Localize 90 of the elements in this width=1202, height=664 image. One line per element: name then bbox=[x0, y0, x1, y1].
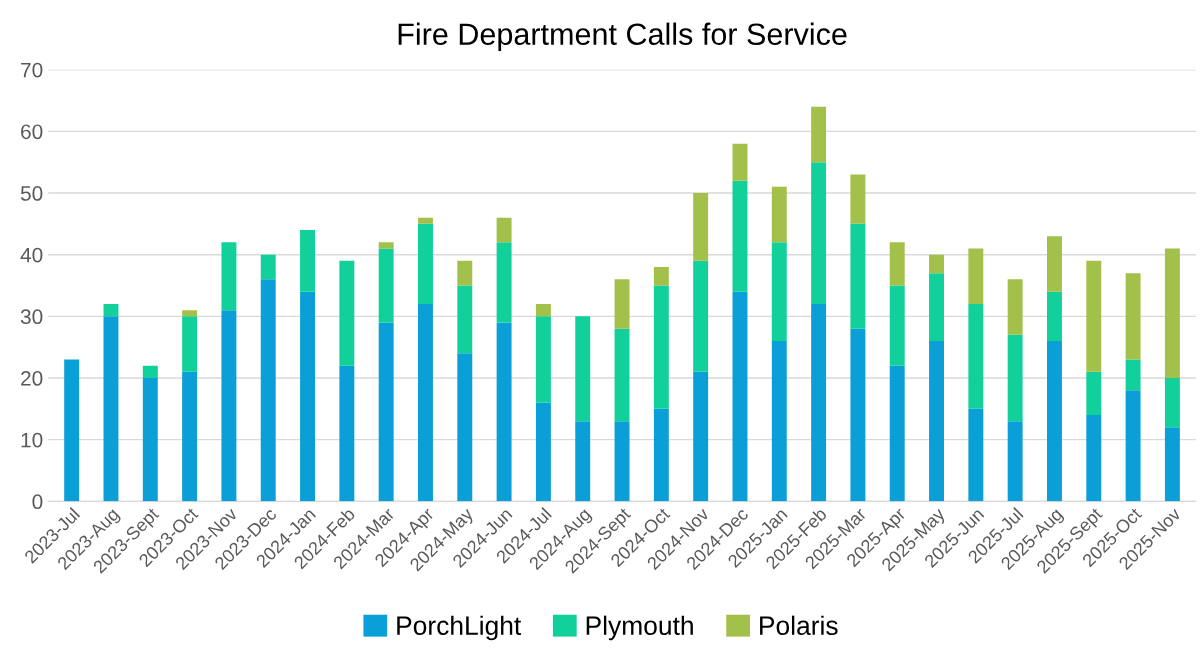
bar bbox=[614, 328, 630, 422]
bar bbox=[1086, 260, 1102, 372]
bar bbox=[457, 353, 473, 502]
bar bbox=[1164, 378, 1180, 428]
bar bbox=[1164, 427, 1180, 502]
bar bbox=[1007, 279, 1023, 335]
bar bbox=[889, 242, 905, 286]
bar bbox=[457, 260, 473, 286]
bar bbox=[339, 365, 355, 502]
bar bbox=[693, 193, 709, 261]
bar bbox=[968, 408, 984, 502]
bar bbox=[850, 328, 866, 502]
y-tick-label: 50 bbox=[20, 186, 43, 201]
bar bbox=[300, 291, 316, 502]
bar bbox=[535, 316, 551, 403]
bar bbox=[771, 186, 787, 243]
bar bbox=[693, 371, 709, 502]
bar bbox=[968, 248, 984, 305]
bar bbox=[182, 371, 198, 502]
y-tick-label: 70 bbox=[21, 62, 43, 78]
bar bbox=[103, 316, 119, 502]
bar bbox=[889, 285, 905, 366]
bar bbox=[693, 260, 709, 372]
legend-label: Polaris bbox=[760, 615, 838, 636]
bar bbox=[614, 279, 630, 329]
bar bbox=[929, 341, 944, 502]
bar bbox=[142, 378, 158, 502]
bar bbox=[457, 285, 473, 354]
bar bbox=[653, 408, 669, 502]
y-tick-label: 60 bbox=[21, 124, 43, 140]
bar bbox=[378, 248, 394, 323]
bar bbox=[811, 304, 827, 502]
bar bbox=[1086, 415, 1102, 502]
bar bbox=[1125, 359, 1141, 391]
bar bbox=[142, 365, 158, 379]
bar bbox=[260, 279, 276, 502]
bar bbox=[1007, 421, 1023, 502]
bar bbox=[221, 242, 237, 311]
bar bbox=[575, 421, 591, 502]
bar bbox=[771, 242, 787, 342]
bar bbox=[1125, 390, 1141, 502]
bar bbox=[1047, 291, 1062, 342]
bar bbox=[378, 242, 394, 249]
bar bbox=[418, 217, 433, 224]
bar bbox=[1086, 371, 1102, 415]
bar bbox=[968, 304, 984, 409]
bar bbox=[300, 230, 316, 292]
bar bbox=[732, 143, 748, 181]
bar bbox=[496, 217, 512, 243]
bar bbox=[418, 304, 433, 502]
y-tick-label: 10 bbox=[21, 432, 43, 448]
y-tick-label: 0 bbox=[32, 494, 43, 510]
bar bbox=[771, 341, 787, 502]
bar bbox=[103, 304, 119, 317]
bar bbox=[1047, 236, 1062, 292]
bar bbox=[496, 242, 512, 323]
bar bbox=[929, 254, 944, 274]
bar bbox=[889, 365, 905, 502]
bar bbox=[64, 359, 80, 502]
bar bbox=[614, 421, 630, 502]
legend-label: Plymouth bbox=[586, 615, 693, 641]
legend-label: PorchLight bbox=[397, 615, 522, 641]
bar bbox=[1047, 341, 1062, 502]
bar bbox=[1125, 273, 1141, 360]
bar bbox=[535, 402, 551, 502]
bar bbox=[575, 316, 591, 422]
bar bbox=[1164, 248, 1180, 379]
bar bbox=[182, 310, 198, 317]
bar bbox=[811, 106, 827, 163]
y-tick-label: 20 bbox=[21, 371, 43, 386]
bar bbox=[653, 267, 669, 286]
bar bbox=[653, 285, 669, 409]
bar bbox=[850, 174, 866, 224]
bar bbox=[850, 223, 866, 329]
bar bbox=[339, 260, 355, 366]
bar bbox=[535, 304, 551, 317]
bar bbox=[929, 273, 944, 342]
bar bbox=[811, 162, 827, 305]
bar bbox=[378, 322, 394, 502]
bar bbox=[496, 322, 512, 502]
bar bbox=[418, 223, 433, 305]
y-tick-label: 30 bbox=[20, 309, 43, 325]
bar bbox=[182, 316, 198, 372]
bar bbox=[260, 254, 276, 280]
bar bbox=[1007, 334, 1023, 422]
y-tick-label: 40 bbox=[20, 247, 43, 263]
chart-title: Fire Department Calls for Service bbox=[398, 22, 847, 52]
bar bbox=[732, 180, 748, 292]
bar bbox=[221, 310, 237, 502]
bar bbox=[732, 291, 748, 502]
